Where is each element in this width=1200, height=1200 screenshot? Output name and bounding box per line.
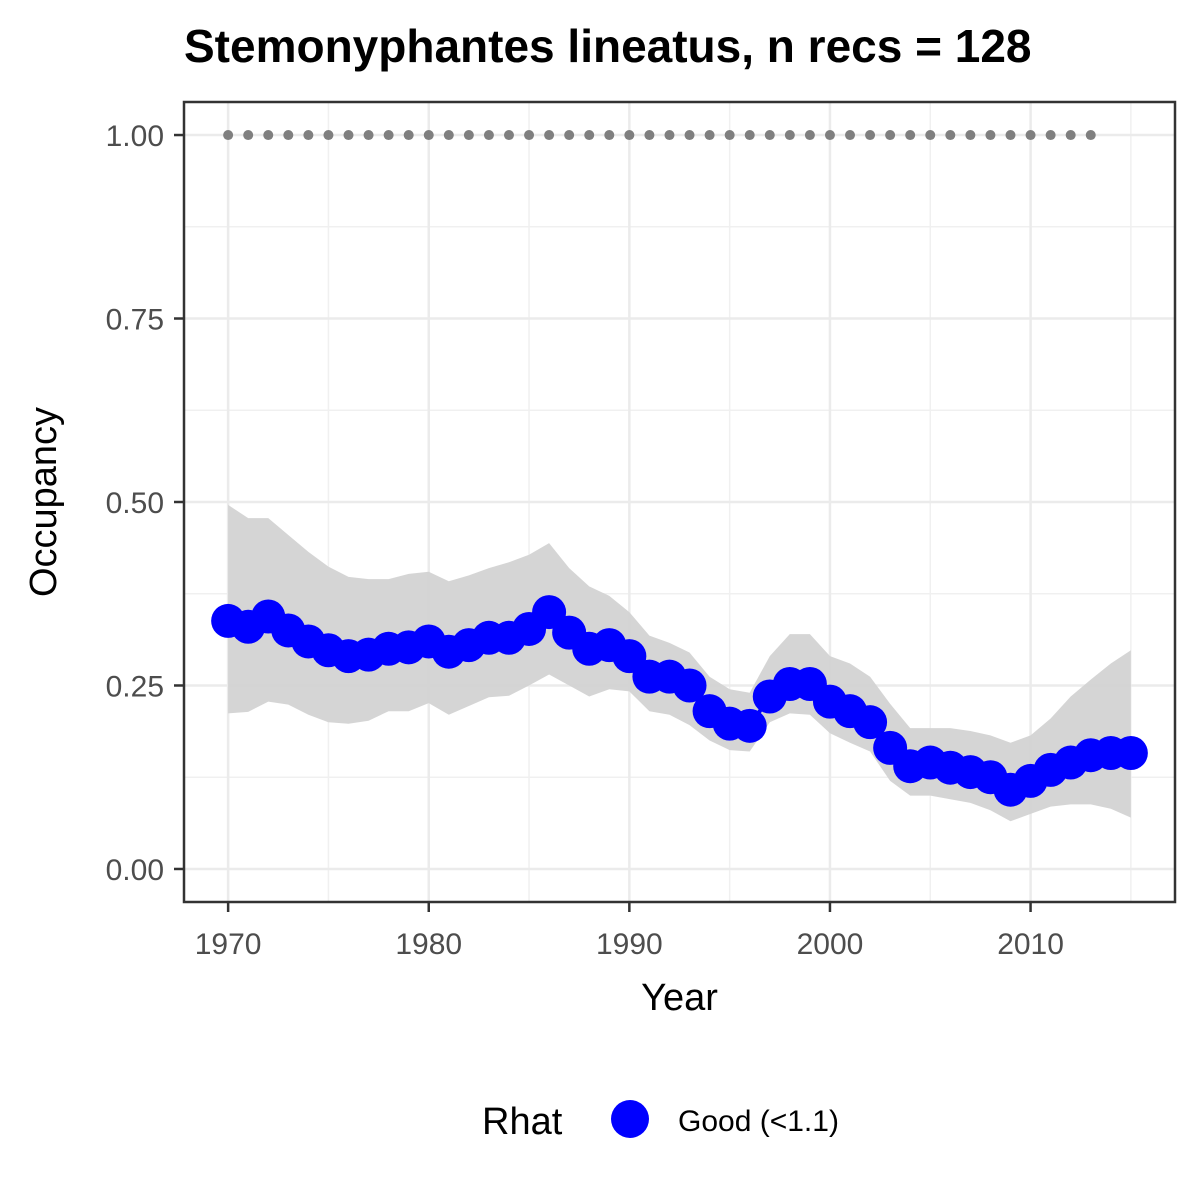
record-dot [644,130,655,141]
y-tick-label: 0.00 [106,854,164,887]
record-dot [524,130,535,141]
record-dot [223,130,234,141]
record-dot [764,130,775,141]
record-dot [303,130,314,141]
x-tick-label: 1990 [596,928,663,961]
record-dot [885,130,896,141]
record-dot [443,130,454,141]
record-dot [664,130,675,141]
y-tick-label: 0.50 [106,487,164,520]
record-dot [463,130,474,141]
estimate-point [732,708,767,743]
estimate-point [853,705,888,740]
legend: Rhat Good (<1.1) [482,1100,839,1143]
record-dot [564,130,575,141]
record-dot [544,130,555,141]
record-dot [383,130,394,141]
estimate-points-layer [211,595,1148,807]
record-dot [604,130,615,141]
record-dot [744,130,755,141]
x-tick-label: 2000 [797,928,864,961]
record-dot [804,130,815,141]
x-tick-label: 2010 [997,928,1064,961]
estimate-point [1113,736,1148,771]
record-dot [865,130,876,141]
record-dot [905,130,916,141]
x-axis: 1970 1980 1990 2000 2010 [195,902,1064,961]
record-dot [724,130,735,141]
estimate-point [672,668,707,703]
x-tick-label: 1970 [195,928,262,961]
record-dot [824,130,835,141]
record-dot [283,130,294,141]
record-dot [945,130,956,141]
y-tick-label: 0.25 [106,670,164,703]
legend-title: Rhat [482,1101,563,1143]
y-axis-title: Occupancy [23,407,65,597]
record-dot [1005,130,1016,141]
record-dot [263,130,274,141]
record-dot [483,130,494,141]
record-dot [1045,130,1056,141]
record-dot [925,130,936,141]
record-dot [624,130,635,141]
record-dot [845,130,856,141]
record-dot [965,130,976,141]
legend-key-good [611,1100,649,1138]
legend-label-good: Good (<1.1) [678,1105,839,1138]
chart-title: Stemonyphantes lineatus, n recs = 128 [184,20,1032,72]
record-dot [704,130,715,141]
x-tick-label: 1980 [395,928,462,961]
record-dot [363,130,374,141]
y-axis: 0.00 0.25 0.50 0.75 1.00 [106,120,184,887]
dots-layer [223,130,1096,141]
y-tick-label: 1.00 [106,120,164,153]
record-dot [343,130,354,141]
record-dot [684,130,695,141]
record-dot [1065,130,1076,141]
record-dot [503,130,514,141]
record-dot [423,130,434,141]
record-dot [584,130,595,141]
record-dot [1025,130,1036,141]
record-dot [323,130,334,141]
record-dot [985,130,996,141]
record-dot [403,130,414,141]
y-tick-label: 0.75 [106,304,164,337]
record-dot [243,130,254,141]
record-dot [1085,130,1096,141]
x-axis-title: Year [641,977,718,1019]
record-dot [784,130,795,141]
